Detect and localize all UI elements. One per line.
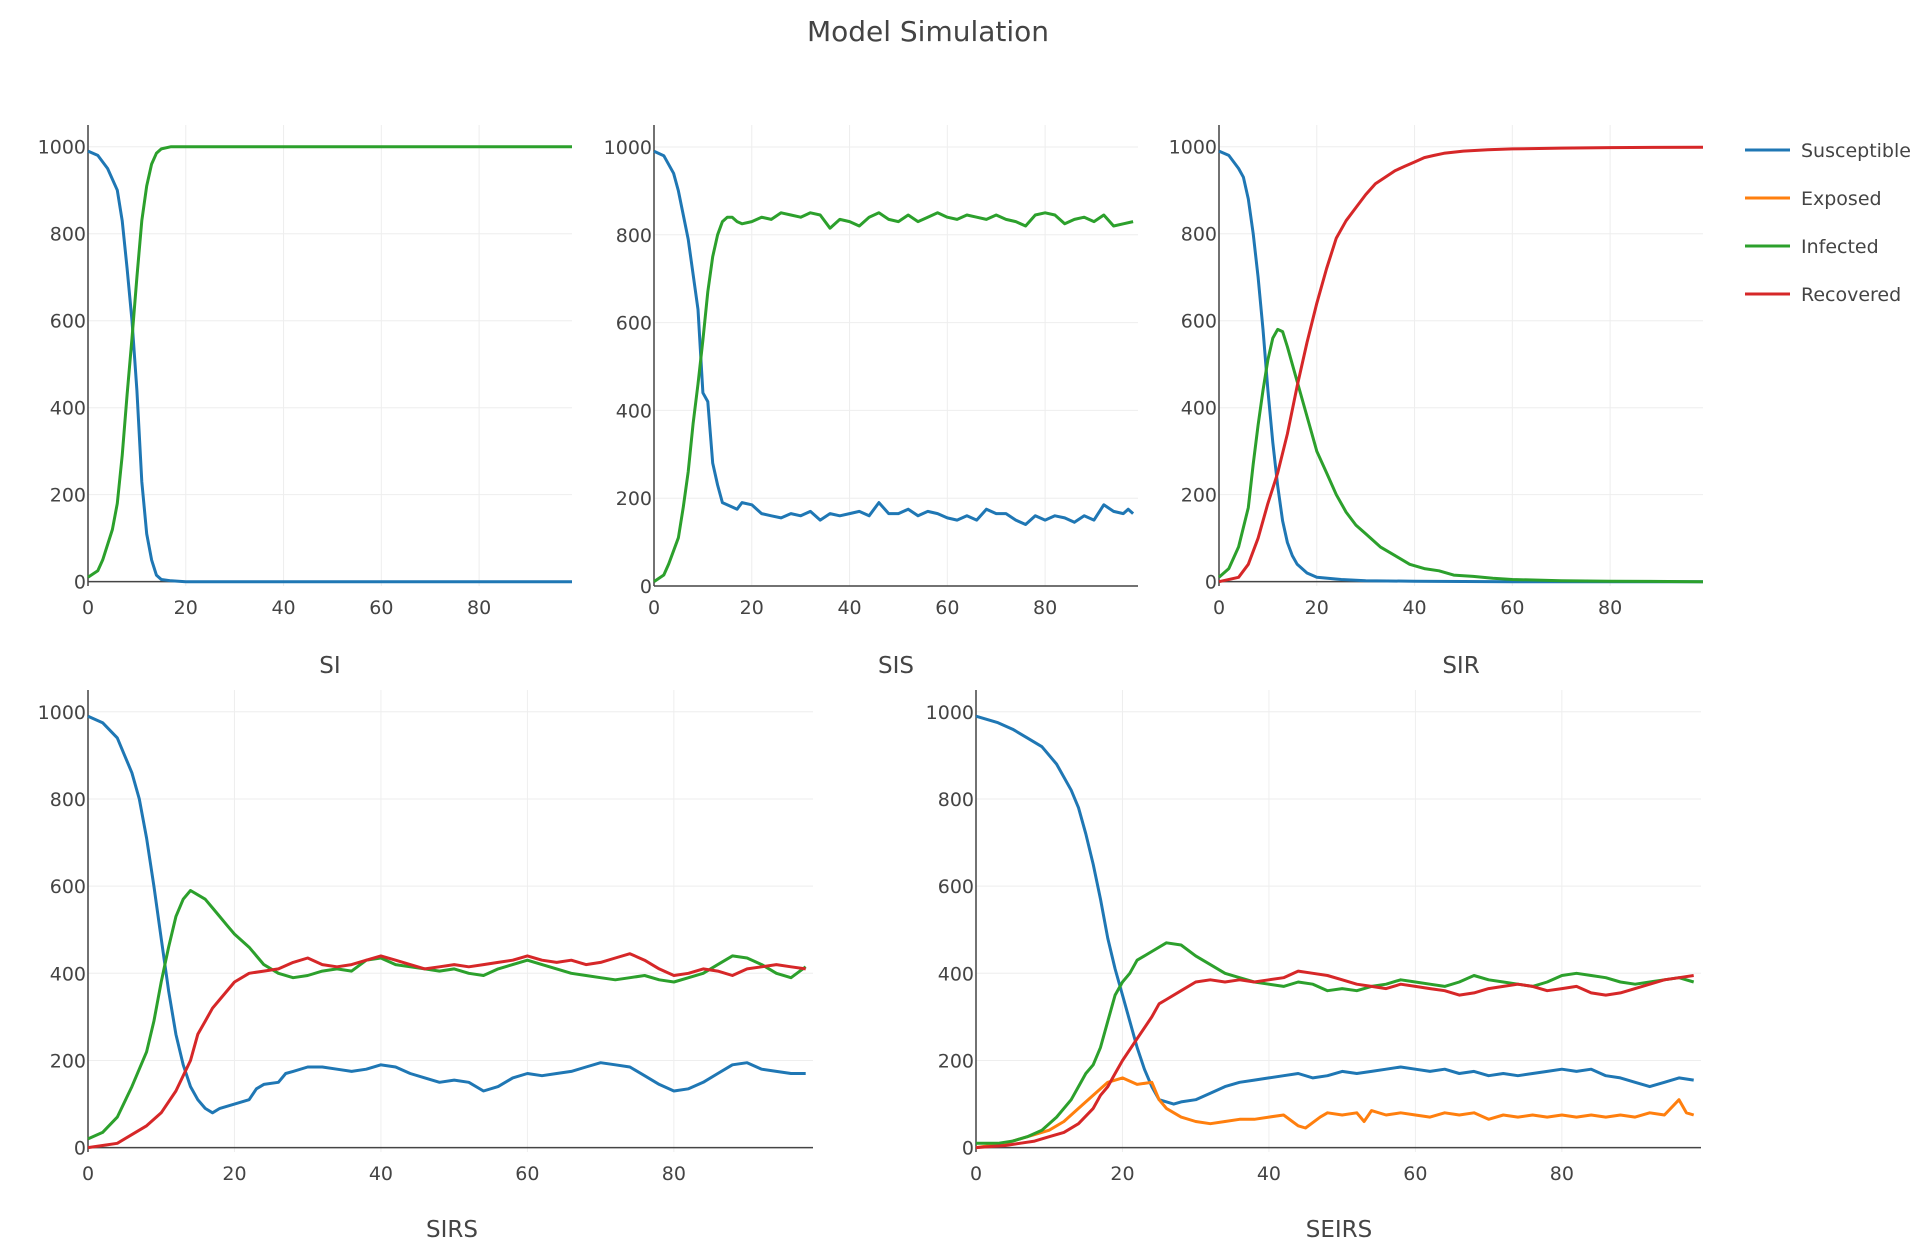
x-tick-label: 40 [369, 1163, 393, 1185]
x-tick-label: 20 [1305, 597, 1329, 619]
series-line-susceptible [653, 149, 1135, 526]
y-tick-label: 200 [50, 485, 86, 507]
legend-label: Infected [1801, 236, 1879, 258]
series-line-infected [653, 211, 1134, 583]
y-tick-label: 600 [938, 876, 974, 898]
series-line-recovered [1218, 145, 1704, 584]
series-line-recovered [975, 969, 1694, 1150]
subplot-seirs: 0 200 400 600 800 1000 0 20 40 60 80 SEIRS [926, 690, 1701, 1243]
y-tick-label: 400 [1181, 398, 1217, 420]
subplot-sir: 0 200 400 600 800 1000 0 20 40 60 80 SIR [1169, 125, 1704, 679]
x-tick-label: 20 [1110, 1163, 1134, 1185]
series-line-infected [1218, 327, 1704, 584]
series-line-susceptible [87, 714, 806, 1115]
subplot-title: SIRS [426, 1217, 478, 1243]
y-tick-label: 400 [50, 398, 86, 420]
series-line-infected [87, 145, 572, 579]
y-tick-label: 200 [616, 488, 652, 510]
x-tick-label: 0 [82, 597, 94, 619]
x-tick-label: 60 [1500, 597, 1524, 619]
x-tick-label: 0 [82, 1163, 94, 1185]
x-tick-label: 80 [1550, 1163, 1574, 1185]
subplot-title: SEIRS [1306, 1217, 1373, 1243]
y-tick-label: 1000 [604, 137, 652, 159]
figure-title: Model Simulation [807, 15, 1049, 48]
x-tick-label: 80 [662, 1163, 686, 1185]
x-tick-label: 20 [174, 597, 198, 619]
x-tick-label: 40 [1402, 597, 1426, 619]
y-tick-label: 1000 [38, 137, 86, 159]
y-tick-label: 0 [74, 572, 86, 594]
y-tick-label: 400 [616, 400, 652, 422]
x-tick-label: 60 [369, 597, 393, 619]
x-tick-label: 0 [1213, 597, 1225, 619]
x-tick-label: 0 [970, 1163, 982, 1185]
y-tick-label: 600 [50, 311, 86, 333]
x-tick-label: 20 [222, 1163, 246, 1185]
x-tick-label: 80 [1598, 597, 1622, 619]
subplot-title: SIR [1442, 653, 1479, 679]
y-tick-label: 800 [50, 789, 86, 811]
series-line-susceptible [87, 149, 572, 584]
y-tick-label: 600 [616, 313, 652, 335]
x-tick-label: 40 [837, 597, 861, 619]
y-tick-label: 200 [50, 1050, 86, 1072]
legend-label: Susceptible [1801, 140, 1911, 162]
y-tick-label: 1000 [1169, 137, 1217, 159]
y-tick-label: 200 [1181, 485, 1217, 507]
y-tick-label: 800 [938, 789, 974, 811]
y-tick-label: 1000 [38, 702, 86, 724]
y-tick-label: 800 [50, 224, 86, 246]
subplot-sirs: 0 200 400 600 800 1000 0 20 40 60 80 SIRS [38, 690, 813, 1243]
x-tick-label: 80 [467, 597, 491, 619]
y-tick-label: 400 [938, 963, 974, 985]
y-tick-label: 0 [74, 1138, 86, 1160]
y-tick-label: 0 [962, 1138, 974, 1160]
legend-item-susceptible[interactable]: Susceptible [1745, 140, 1911, 162]
subplot-sis: 0 200 400 600 800 1000 0 20 40 60 80 SIS [604, 125, 1138, 679]
x-tick-label: 60 [935, 597, 959, 619]
y-tick-label: 600 [1181, 311, 1217, 333]
x-tick-label: 40 [1257, 1163, 1281, 1185]
x-tick-label: 0 [648, 597, 660, 619]
subplot-title: SIS [878, 653, 914, 679]
series-line-recovered [87, 952, 806, 1150]
x-tick-label: 60 [1403, 1163, 1427, 1185]
x-tick-label: 40 [271, 597, 295, 619]
series-line-infected [976, 941, 1695, 1145]
y-tick-label: 0 [1205, 572, 1217, 594]
x-tick-label: 60 [515, 1163, 539, 1185]
y-tick-label: 0 [640, 576, 652, 598]
series-line-infected [87, 889, 807, 1141]
series-line-susceptible [1218, 149, 1703, 584]
series-line-exposed [975, 1076, 1695, 1150]
legend-label: Exposed [1801, 188, 1882, 210]
series-line-susceptible [975, 714, 1694, 1106]
y-tick-label: 800 [1181, 224, 1217, 246]
legend-item-recovered[interactable]: Recovered [1745, 284, 1901, 306]
y-tick-label: 600 [50, 876, 86, 898]
legend-label: Recovered [1801, 284, 1901, 306]
y-tick-label: 400 [50, 963, 86, 985]
legend[interactable]: Susceptible Exposed Infected Recovered [1745, 140, 1911, 306]
y-tick-label: 800 [616, 225, 652, 247]
y-tick-label: 1000 [926, 702, 974, 724]
subplot-title: SI [319, 653, 340, 679]
y-tick-label: 200 [938, 1050, 974, 1072]
legend-item-exposed[interactable]: Exposed [1745, 188, 1882, 210]
subplot-si: 0 200 400 600 800 1000 0 20 40 60 80 SI [38, 125, 572, 679]
x-tick-label: 80 [1033, 597, 1057, 619]
x-tick-label: 20 [740, 597, 764, 619]
legend-item-infected[interactable]: Infected [1745, 236, 1879, 258]
